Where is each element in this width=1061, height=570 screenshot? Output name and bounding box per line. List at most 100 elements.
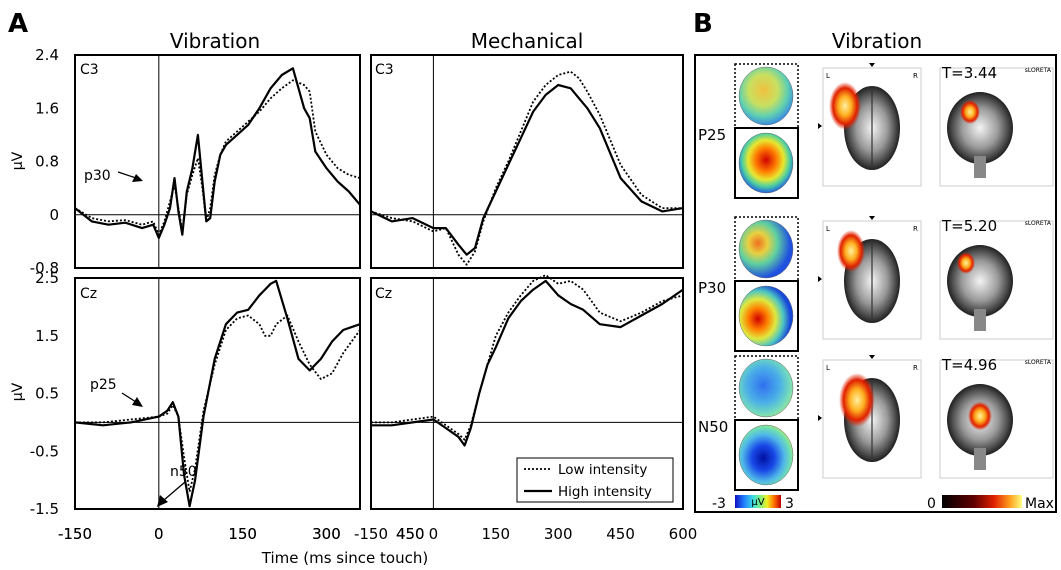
topomap-low-intensity	[738, 358, 794, 418]
topo-color-scale: -3 μV 3	[712, 495, 794, 512]
plot-mechanical-c3	[370, 55, 684, 268]
series-high-intensity-mechanical-c3	[370, 83, 684, 256]
brainstem-shape	[974, 309, 986, 331]
x-tick-label: 150	[228, 525, 257, 543]
annotation-p25-arrowhead	[132, 397, 143, 407]
brainstem-shape	[974, 448, 986, 470]
series-high-intensity-mechanical-cz	[371, 279, 684, 447]
panel-b-label: B	[693, 9, 713, 39]
t-value-label: T=4.96	[941, 356, 997, 374]
component-label: P30	[698, 279, 726, 297]
y-tick-label: 0	[49, 206, 59, 224]
slice-marker	[869, 63, 875, 67]
sloreta-label: sLORETA	[1025, 359, 1052, 366]
y-tick-label: 0.8	[35, 153, 59, 171]
activation-blob	[968, 401, 992, 431]
topomap-low-intensity	[738, 219, 794, 279]
activation-blob	[957, 252, 975, 274]
source-row-n50: N50 L R T=4.96 sLORETA	[698, 355, 1054, 491]
y-tick-label: 0.5	[35, 385, 59, 403]
y-tick-label: 1.5	[35, 327, 59, 345]
y-tick-label: -0.8	[30, 259, 59, 277]
source-row-p25: P25 L R T=3.44 sLORETA	[698, 63, 1054, 199]
topo-scale-bar	[735, 495, 781, 508]
annotation-p30-arrow-line	[117, 171, 137, 179]
source-scale-max: Max	[1025, 496, 1054, 512]
orientation-right: R	[913, 364, 918, 372]
series-high-intensity-vibration-c3	[74, 67, 361, 240]
x-tick-label: 300	[312, 525, 341, 543]
y-axis-label-c3: μV	[10, 151, 26, 170]
annotation-p25: p25	[90, 377, 143, 407]
activation-blob	[837, 230, 865, 272]
source-rows: P25 L R T=3.44 sLORETA P30 L R T=5.20 sLORETA N50 L…	[698, 63, 1054, 491]
orientation-left: L	[826, 72, 830, 80]
slice-marker	[818, 276, 822, 282]
topo-scale-max: 3	[785, 496, 794, 512]
series-low-intensity-vibration-cz	[75, 314, 361, 493]
x-tick-label: 600	[669, 525, 698, 543]
x-tick-label: 150	[228, 525, 257, 543]
sloreta-label: sLORETA	[1025, 220, 1052, 227]
y-tick-label: 2.4	[35, 46, 59, 64]
legend: Low intensity High intensity	[516, 457, 674, 503]
plot-frame-vibration-cz	[74, 277, 361, 510]
y-axis-label-cz: μV	[10, 382, 26, 401]
annotation-p30-arrowhead	[132, 174, 143, 182]
topomap-high-intensity	[738, 132, 794, 194]
coronal-brain-image	[947, 92, 1013, 164]
panel-b-frame	[694, 54, 1057, 513]
x-tick-label: 450	[396, 525, 425, 543]
channel-label-vibration-c3: C3	[80, 62, 99, 78]
orientation-left: L	[826, 225, 830, 233]
x-tick-label: 450	[396, 525, 425, 543]
legend-box	[516, 457, 674, 503]
annotation-p30: p30	[84, 168, 143, 184]
legend-high-label: High intensity	[558, 484, 652, 500]
y-tick-label: 2.5	[35, 269, 59, 287]
series-high-intensity-vibration-cz	[74, 279, 361, 508]
y-tick-label: 1.6	[35, 99, 59, 117]
topo-scale-unit: μV	[751, 497, 764, 508]
plot-vibration-cz: 2.5 1.5 0.5 -0.5 -1.5 -150 0 150 300 450	[30, 269, 425, 543]
activation-blob	[829, 82, 861, 130]
channel-label-mechanical-cz: Cz	[375, 286, 392, 302]
topomap-high-intensity	[738, 285, 794, 347]
plot-mechanical-cz: -150 0 150 300 450 600	[354, 274, 698, 543]
source-scale-min: 0	[927, 496, 936, 512]
orientation-right: R	[913, 225, 918, 233]
y-tick-label: -1.5	[30, 500, 59, 518]
legend-low-label: Low intensity	[558, 462, 647, 478]
annotation-p25-label: p25	[90, 377, 117, 393]
x-tick-label: 150	[481, 525, 510, 543]
t-value-label: T=5.20	[941, 217, 997, 235]
activation-blob	[839, 373, 875, 427]
erp-plots: 2.4 1.6 0.8 0 -0.8 -150 0 150 300 450 2.5 1.5 0.5 -0.…	[30, 46, 698, 543]
t-value-label: T=3.44	[941, 64, 997, 82]
slice-marker	[869, 216, 875, 220]
panel-b-title: Vibration	[832, 29, 922, 53]
source-color-scale: 0 Max	[927, 495, 1054, 512]
slice-marker	[869, 355, 875, 359]
x-axis-label: Time (ms since touch)	[261, 549, 428, 567]
x-tick-label: 0	[154, 525, 164, 543]
mechanical-column-title: Mechanical	[471, 29, 584, 53]
topomap-high-intensity	[738, 424, 794, 486]
annotation-p30-label: p30	[84, 168, 111, 184]
topo-scale-min: -3	[712, 496, 726, 512]
x-tick-label: -150	[354, 525, 388, 543]
series-low-intensity-mechanical-cz	[371, 274, 684, 441]
plot-vibration-c3: 2.4 1.6 0.8 0 -0.8 -150 0 150 300 450	[30, 46, 425, 543]
vibration-column-title: Vibration	[170, 29, 260, 53]
activation-blob	[960, 100, 980, 124]
channel-label-mechanical-c3: C3	[375, 62, 394, 78]
series-low-intensity-mechanical-c3	[370, 70, 683, 266]
annotation-p25-arrow-line	[121, 392, 137, 403]
x-tick-label: 450	[606, 525, 635, 543]
x-tick-label: -150	[58, 525, 92, 543]
annotation-n50: n50	[157, 464, 197, 507]
channel-label-vibration-cz: Cz	[80, 286, 97, 302]
x-tick-label: 0	[429, 525, 439, 543]
panel-a-label: A	[8, 9, 28, 39]
